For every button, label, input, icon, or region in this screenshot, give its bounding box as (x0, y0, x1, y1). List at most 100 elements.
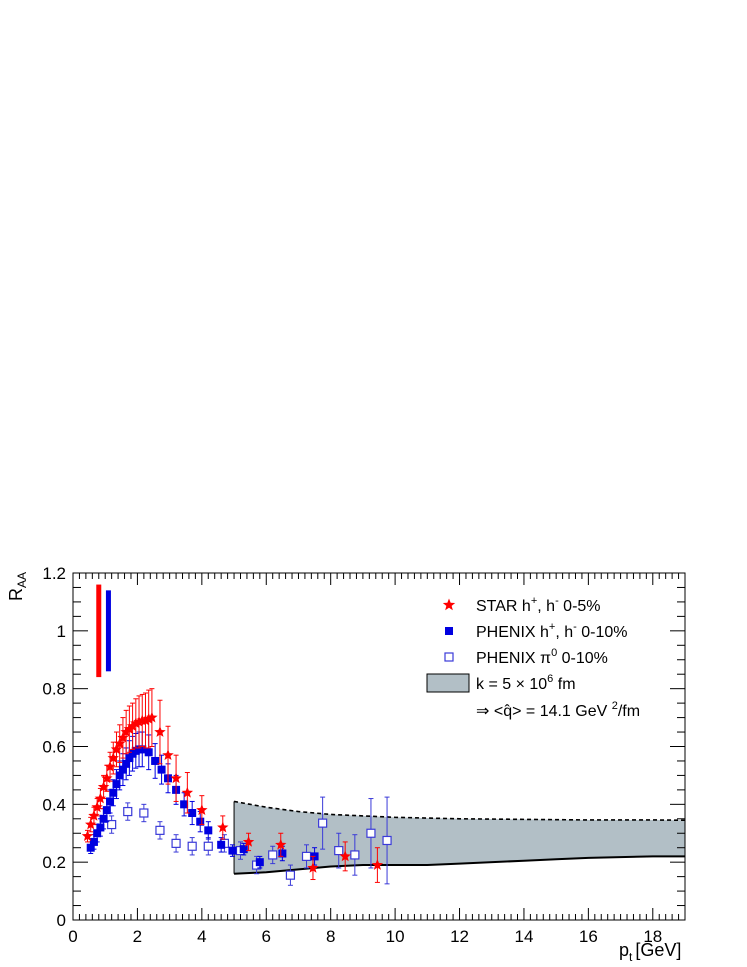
data-point-star (85, 818, 97, 830)
data-point-filled-square (204, 826, 213, 835)
data-point-star (307, 861, 319, 873)
data-point-filled-square (278, 849, 287, 858)
data-point-open-square (139, 808, 149, 818)
y-axis-title-sub: AA (15, 572, 29, 588)
legend-marker-filled-square (445, 627, 453, 635)
data-point-star (133, 715, 145, 727)
data-point-star (242, 835, 255, 847)
legend-label-star: STAR h+, h- 0-5% (476, 595, 601, 615)
data-point-star (130, 717, 142, 729)
data-point-filled-square (115, 771, 124, 780)
data-point-open-square (203, 841, 213, 851)
data-point-filled-square (106, 797, 115, 806)
data-point-star (181, 786, 194, 798)
tick-marks (72, 572, 686, 921)
data-point-star (217, 821, 229, 833)
legend-filled-square-shape (445, 627, 453, 635)
data-point-open-square (123, 806, 133, 817)
data-point-filled-square (239, 845, 248, 854)
data-point-filled-square (157, 765, 166, 774)
data-point-filled-square (102, 806, 111, 815)
data-point-star (339, 850, 351, 862)
data-point-filled-square (93, 829, 102, 838)
data-point-filled-square (151, 756, 160, 765)
data-point-filled-square (125, 754, 134, 763)
legend-open-square-shape (444, 652, 454, 662)
data-point-star (162, 749, 174, 761)
y-axis-title: RAA (6, 572, 29, 601)
tick-labels: 0 2 4 6 8 10 12 14 16 18 0 0.2 0.4 0.6 0.8 1 1.2 (42, 564, 662, 946)
legend-marker-band (426, 673, 470, 693)
x-tick-label: 14 (514, 927, 533, 946)
data-point-open-square (268, 850, 278, 860)
data-point-open-square (285, 870, 296, 880)
data-point-filled-square (96, 823, 105, 832)
data-point-star (142, 713, 155, 724)
data-point-filled-square (196, 817, 205, 826)
data-point-filled-square (118, 765, 127, 774)
normalization-bars (96, 584, 111, 678)
data-point-open-square (350, 850, 360, 860)
normalization-bar (96, 584, 102, 678)
data-point-filled-square (99, 814, 108, 823)
data-point-star (196, 804, 208, 815)
data-point-star (97, 780, 110, 792)
data-point-star (94, 792, 107, 804)
legend-label-open-square: PHENIX π0 0-10% (476, 647, 608, 667)
legend-label-band: k = 5 × 106 fm (476, 673, 576, 693)
x-axis-title-sub: t (629, 950, 633, 964)
data-point-star (126, 720, 139, 732)
x-axis-title: pt [GeV] (619, 940, 681, 964)
data-point-star (275, 838, 287, 850)
data-point-open-square (155, 825, 165, 835)
x-tick-label: 0 (68, 927, 77, 946)
data-point-filled-square (144, 748, 153, 757)
y-tick-label: 0.2 (42, 853, 66, 872)
data-point-star (110, 743, 123, 755)
data-point-filled-square (122, 759, 131, 768)
data-point-filled-square (228, 846, 237, 855)
data-point-open-square (301, 851, 312, 861)
y-tick-label: 0 (57, 911, 66, 930)
data-point-star (371, 859, 384, 870)
data-point-filled-square (180, 800, 189, 809)
x-tick-label: 10 (386, 927, 405, 946)
x-tick-label: 16 (579, 927, 598, 946)
legend-marker-star (442, 598, 456, 611)
data-point-star (104, 760, 116, 772)
data-point-filled-square (86, 843, 95, 852)
y-tick-label: 0.8 (42, 680, 66, 699)
y-tick-label: 1 (57, 622, 66, 641)
band-upper-line (233, 800, 686, 822)
x-tick-label: 6 (262, 927, 271, 946)
data-point-star (88, 809, 100, 821)
data-point-star (114, 737, 126, 749)
x-tick-label: 2 (133, 927, 142, 946)
normalization-bar (105, 590, 111, 672)
data-point-star (123, 723, 136, 734)
data-point-star (146, 711, 158, 723)
data-point-star (170, 772, 182, 784)
data-point-star (139, 714, 152, 726)
data-point-filled-square (109, 788, 118, 797)
data-point-open-square (334, 845, 344, 856)
legend-label-filled-square: PHENIX h+, h- 0-10% (476, 621, 628, 641)
data-point-filled-square (89, 837, 98, 846)
data-point-open-square (318, 818, 328, 828)
legend: STAR h+, h- 0-5% PHENIX h+, h- 0-10% PHE… (426, 595, 640, 720)
data-layer (81, 688, 392, 886)
x-axis-title-unit: [GeV] (635, 940, 681, 960)
data-point-filled-square (112, 780, 121, 789)
data-point-star (101, 772, 113, 784)
data-point-star (81, 830, 94, 841)
data-point-open-square (171, 838, 181, 848)
data-point-star (91, 801, 103, 813)
data-point-star (154, 726, 166, 737)
data-point-filled-square (188, 809, 197, 818)
data-point-open-square (107, 819, 117, 830)
x-axis-title-main: p (619, 940, 629, 960)
data-point-filled-square (138, 745, 147, 754)
legend-star-shape (442, 598, 456, 611)
y-tick-label: 0.4 (42, 795, 66, 814)
